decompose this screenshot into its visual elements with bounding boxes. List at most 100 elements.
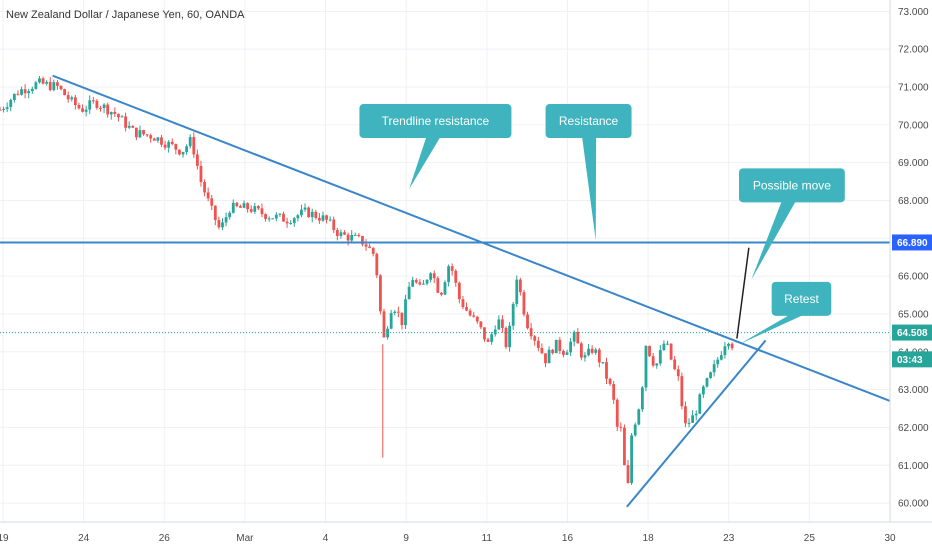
candle-body bbox=[102, 104, 106, 108]
candle-body bbox=[88, 100, 92, 110]
candle-body bbox=[213, 205, 217, 221]
x-tick-label: 30 bbox=[884, 533, 896, 544]
candle-body bbox=[142, 130, 145, 135]
candle-body bbox=[730, 343, 734, 349]
candle-body bbox=[332, 219, 336, 230]
candle-body bbox=[228, 212, 232, 218]
candle-body bbox=[526, 314, 529, 329]
callouts: Trendline resistance Resistance Possible m… bbox=[359, 104, 845, 345]
candle-body bbox=[310, 211, 314, 218]
candle-body bbox=[317, 217, 321, 221]
candle-body bbox=[425, 279, 429, 284]
candle-body bbox=[633, 424, 637, 436]
candle-body bbox=[701, 386, 705, 395]
candle-body bbox=[106, 104, 110, 115]
candle-body bbox=[583, 355, 587, 358]
candle-body bbox=[651, 356, 655, 366]
candle-body bbox=[52, 82, 56, 91]
candle-body bbox=[95, 100, 99, 108]
callout-tail bbox=[582, 137, 597, 241]
candle-body bbox=[676, 369, 680, 377]
candle-body bbox=[181, 151, 185, 155]
price-scale[interactable]: 60.00061.00062.00063.00064.00065.00066.0… bbox=[889, 0, 932, 522]
candle-body bbox=[188, 137, 192, 147]
callout: Possible move bbox=[739, 168, 845, 280]
candle-body bbox=[612, 384, 616, 400]
callout-label: Trendline resistance bbox=[382, 114, 490, 128]
candle-body bbox=[565, 352, 569, 355]
candle-body bbox=[131, 125, 135, 128]
candle-body bbox=[343, 232, 346, 235]
candle-body bbox=[547, 349, 551, 364]
candle-body bbox=[81, 108, 84, 112]
candle-body bbox=[84, 109, 88, 112]
candle-body bbox=[199, 165, 203, 183]
candle-body bbox=[623, 427, 626, 466]
x-tick-label: 19 bbox=[0, 533, 9, 544]
callout: Trendline resistance bbox=[359, 104, 512, 190]
y-tick-label: 73.000 bbox=[898, 7, 929, 18]
candle-body bbox=[504, 327, 508, 348]
candle-body bbox=[350, 234, 354, 241]
callout: Retest bbox=[739, 281, 832, 345]
callout-box bbox=[359, 104, 512, 139]
candle-body bbox=[558, 339, 562, 351]
candle-body bbox=[694, 413, 698, 416]
candle-body bbox=[314, 211, 318, 218]
candle-body bbox=[371, 247, 375, 254]
candle-body bbox=[414, 280, 418, 283]
candle-body bbox=[450, 266, 454, 271]
candle-body bbox=[174, 143, 178, 150]
candle-body bbox=[626, 465, 630, 484]
candle-body bbox=[231, 202, 235, 213]
candle-body bbox=[562, 350, 565, 355]
candle-body bbox=[723, 346, 727, 356]
callout-tail bbox=[751, 201, 796, 280]
candle-body bbox=[45, 81, 49, 84]
candle-body bbox=[117, 113, 120, 118]
candle-body bbox=[34, 82, 38, 89]
candle-body bbox=[673, 359, 677, 370]
candle-body bbox=[242, 203, 246, 208]
candle-body bbox=[655, 363, 659, 366]
candle-body bbox=[41, 78, 45, 84]
candle-body bbox=[325, 215, 328, 220]
candle-body bbox=[375, 253, 379, 276]
y-tick-label: 61.000 bbox=[898, 461, 929, 472]
candle-body bbox=[554, 339, 558, 354]
last-price-tag: 64.508 bbox=[897, 328, 928, 339]
drawn-lines bbox=[0, 74, 891, 508]
candle-body bbox=[138, 130, 142, 138]
candle-body bbox=[16, 93, 20, 95]
candle-body bbox=[551, 349, 555, 354]
candle-body bbox=[217, 220, 221, 228]
candle-body bbox=[569, 341, 573, 353]
candle-body bbox=[127, 125, 131, 128]
callout-label: Retest bbox=[784, 292, 819, 306]
candle-body bbox=[590, 348, 594, 353]
candle-body bbox=[533, 336, 537, 341]
x-tick-label: 25 bbox=[804, 533, 816, 544]
callout-label: Possible move bbox=[753, 178, 831, 192]
candle-body bbox=[418, 282, 422, 285]
callout-tail bbox=[409, 137, 441, 190]
candle-body bbox=[727, 343, 730, 347]
candle-body bbox=[91, 100, 95, 102]
candle-body bbox=[170, 141, 174, 144]
resistance-price-tag-bg bbox=[892, 234, 932, 251]
candle-body bbox=[152, 138, 156, 141]
x-tick-label: 18 bbox=[643, 533, 655, 544]
time-scale[interactable]: 19 24 26 Mar 4 9 11 16 18 23 25 30 bbox=[0, 521, 932, 544]
candle-body bbox=[109, 111, 113, 115]
candle-body bbox=[167, 141, 171, 148]
candle-body bbox=[396, 311, 400, 313]
candle-body bbox=[404, 299, 407, 326]
x-tick-label: Mar bbox=[236, 533, 254, 544]
y-tick-label: 72.000 bbox=[898, 45, 929, 56]
candle-body bbox=[615, 399, 619, 427]
candle-body bbox=[246, 203, 250, 210]
x-tick-label: 11 bbox=[482, 533, 493, 544]
candle-body bbox=[160, 137, 163, 145]
